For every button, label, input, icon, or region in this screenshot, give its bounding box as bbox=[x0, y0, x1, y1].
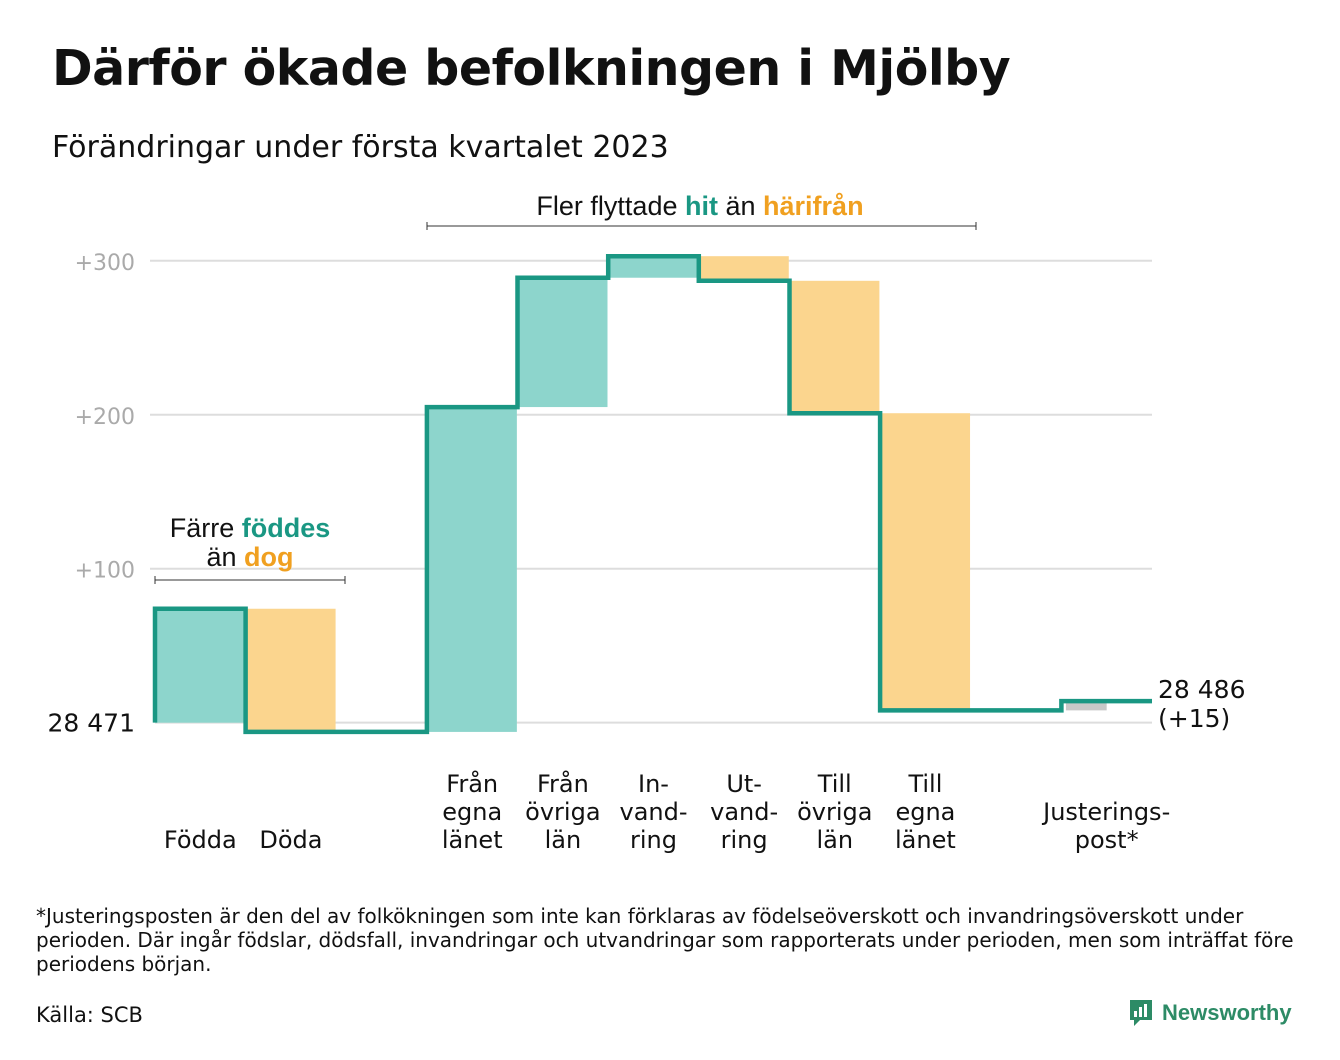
end-change-label: (+15) bbox=[1158, 704, 1230, 733]
source-credit: Källa: SCB bbox=[36, 1003, 143, 1027]
category-label: Från bbox=[537, 769, 589, 798]
category-label: länet bbox=[895, 826, 956, 854]
migration-annotation: Fler flyttade hit än härifrån bbox=[536, 191, 863, 221]
label-layer: Födda DödaFrånegnalänetFrånövrigalänIn-va… bbox=[48, 675, 1246, 854]
births-annotation-line1: Färre föddes bbox=[170, 513, 331, 543]
category-label: länet bbox=[442, 826, 503, 854]
category-label: post* bbox=[1075, 826, 1139, 854]
bar-decrease bbox=[790, 280, 880, 414]
y-tick-label: +200 bbox=[75, 405, 135, 430]
category-label: Döda bbox=[259, 826, 322, 854]
category-label: Ut- bbox=[726, 770, 762, 798]
bar-increase bbox=[518, 277, 608, 408]
bar-increase bbox=[155, 608, 245, 723]
start-value-label: 28 471 bbox=[48, 709, 135, 738]
category-label: Justerings- bbox=[1041, 798, 1170, 826]
category-label: vand- bbox=[619, 798, 687, 826]
end-value-label: 28 486 bbox=[1158, 675, 1245, 704]
bar-decrease bbox=[880, 413, 971, 711]
bar-increase bbox=[427, 407, 517, 732]
category-label: Från bbox=[446, 769, 498, 798]
cumulative-step-line bbox=[152, 253, 1152, 735]
category-label: Till bbox=[817, 770, 852, 798]
category-label: Till bbox=[907, 770, 942, 798]
category-label: län bbox=[545, 826, 582, 854]
chart-subtitle: Förändringar under första kvartalet 2023 bbox=[52, 130, 669, 165]
newsworthy-chart-icon bbox=[1130, 1000, 1152, 1026]
footnote: *Justeringsposten är den del av folkökni… bbox=[36, 904, 1294, 976]
bar-adjustment bbox=[1065, 701, 1107, 711]
bar-decrease bbox=[246, 608, 336, 732]
category-label: Födda bbox=[164, 826, 237, 854]
brand-name: Newsworthy bbox=[1162, 1000, 1292, 1025]
category-label: In- bbox=[638, 770, 669, 798]
category-label: egna bbox=[895, 798, 955, 826]
category-label: län bbox=[816, 826, 853, 854]
line-layer bbox=[152, 253, 1152, 735]
category-label: vand- bbox=[710, 798, 778, 826]
bar-layer bbox=[155, 256, 1107, 732]
bar-increase bbox=[608, 256, 699, 278]
waterfall-chart: +300+200+100 Födda DödaFrånegnalänetFrånö… bbox=[48, 191, 1246, 854]
annotation-layer: Färre föddes än dog Fler flyttade hit än… bbox=[154, 191, 977, 584]
category-label: övriga bbox=[797, 798, 872, 826]
category-label: egna bbox=[442, 798, 502, 826]
category-label: ring bbox=[630, 826, 677, 854]
y-tick-label: +100 bbox=[75, 559, 135, 584]
newsworthy-logo: Newsworthy bbox=[1128, 998, 1292, 1028]
category-label: övriga bbox=[525, 798, 600, 826]
chart-title: Därför ökade befolkningen i Mjölby bbox=[52, 40, 1011, 97]
category-label: ring bbox=[721, 826, 768, 854]
births-annotation-line2: än dog bbox=[206, 542, 293, 572]
bar-decrease bbox=[699, 256, 789, 281]
y-tick-label: +300 bbox=[75, 251, 135, 276]
